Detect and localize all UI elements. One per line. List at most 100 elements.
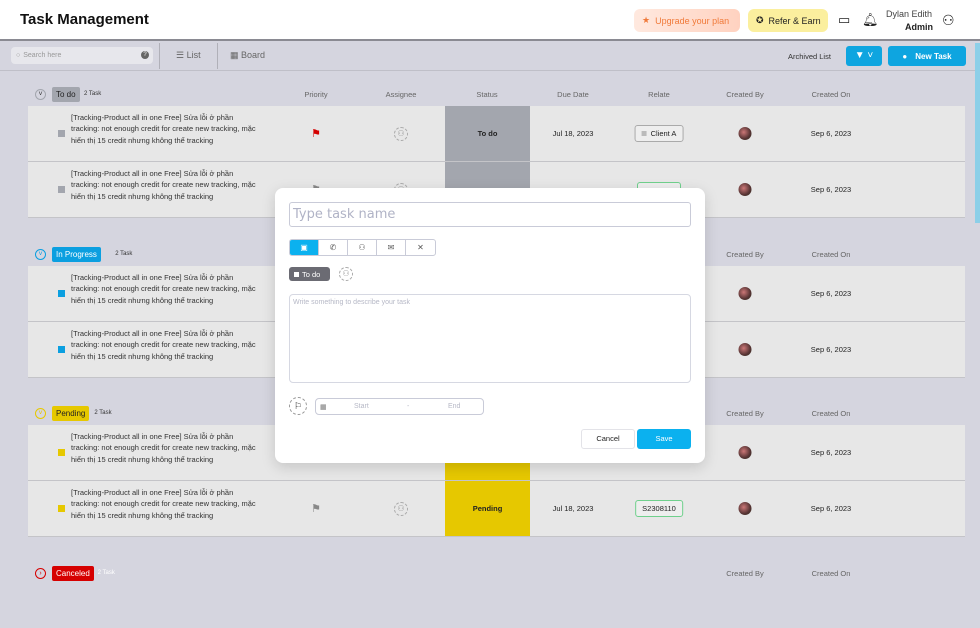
relate-cell: S2308110 [635,481,683,536]
created-by-cell [738,322,752,377]
archived-list-link[interactable]: Archived List [788,52,831,61]
scrollbar[interactable] [975,43,980,223]
column-header-created_by[interactable]: Created By [726,409,764,418]
created-on: Sep 6, 2023 [810,185,852,194]
status-square-icon [58,449,65,456]
column-header-status[interactable]: Status [476,90,498,99]
column-header-priority[interactable]: Priority [304,90,328,99]
tab-board-label: Board [241,50,266,60]
date-range-input[interactable]: ▦ Start - End [315,398,484,415]
task-count: 2 Task [97,570,115,576]
task-count: 2 Task [94,410,112,416]
tab-list[interactable]: ☰ List [176,50,201,60]
filter-button[interactable]: ▼ ˅ [846,46,882,66]
end-date[interactable]: End [448,403,461,410]
description-input[interactable]: Write something to describe your task [289,294,691,383]
created-by-cell [738,425,752,480]
column-header-assignee[interactable]: Assignee [385,90,417,99]
cancel-button[interactable]: Cancel [581,429,635,449]
section-badge: In Progress [52,247,101,262]
section-badge: Pending [52,406,90,421]
assignee-icon[interactable]: ⚇ [394,126,408,141]
avatar[interactable] [738,343,752,356]
column-header-created_on[interactable]: Created On [811,250,851,259]
upgrade-button[interactable]: ★ Upgrade your plan [634,9,740,32]
section-header: › Canceled 2 Task Created By Created On [28,566,965,581]
priority-flag-icon[interactable]: ⚑ [311,128,321,140]
column-header-created_by[interactable]: Created By [726,90,764,99]
column-header-created_on[interactable]: Created On [811,90,851,99]
task-title[interactable]: [Tracking-Product all in one Free] Sửa l… [71,169,256,201]
tab-board[interactable]: ▦ Board [230,50,266,60]
assignee-cell: ⚇ [394,481,408,536]
task-title[interactable]: [Tracking-Product all in one Free] Sửa l… [71,273,256,305]
priority-flag-icon[interactable]: ⚑ [311,503,321,515]
collapse-toggle-icon[interactable]: ˅ [35,408,46,419]
task-count: 2 Task [84,91,102,97]
created-on: Sep 6, 2023 [810,448,852,457]
column-header-due[interactable]: Due Date [557,90,589,99]
date-separator: - [407,403,410,410]
status-cell[interactable]: Pending [445,481,530,536]
search-input[interactable]: ○ Search here? [11,47,153,64]
section-canceled: › Canceled 2 Task Created By Created On [28,566,965,585]
avatar[interactable] [738,502,752,515]
task-count: 2 Task [115,251,133,257]
upgrade-label: Upgrade your plan [655,15,730,26]
relate-badge[interactable]: S2308110 [635,500,683,517]
column-header-relate[interactable]: Relate [648,90,670,99]
table-row[interactable]: [Tracking-Product all in one Free] Sửa l… [28,481,965,537]
avatar[interactable] [738,446,752,459]
save-button[interactable]: Save [637,429,691,449]
collapse-toggle-icon[interactable]: ˅ [35,249,46,260]
help-icon[interactable]: ? [141,51,149,59]
new-task-modal: Type task name ▣ ✆ ⚇ ✉ ✕ To do ⚇ Write s… [275,188,705,463]
new-task-button[interactable]: ● New Task [888,46,966,66]
column-header-created_on[interactable]: Created On [811,569,851,578]
assignee-icon[interactable]: ⚇ [339,267,353,281]
phone-icon[interactable]: ✆ [319,240,348,255]
priority-flag-icon[interactable]: ⚐ [289,397,307,415]
task-title[interactable]: [Tracking-Product all in one Free] Sửa l… [71,329,256,361]
start-date[interactable]: Start [354,403,369,410]
meeting-icon[interactable]: ⚇ [348,240,377,255]
task-icon[interactable]: ▣ [290,240,319,255]
divider [217,43,218,69]
tab-list-label: List [186,50,201,60]
task-title[interactable]: [Tracking-Product all in one Free] Sửa l… [71,432,256,464]
chat-icon[interactable]: ▭ [838,12,851,27]
task-name-input[interactable]: Type task name [289,202,691,227]
collapse-toggle-icon[interactable]: › [35,568,46,579]
task-type-selector: ▣ ✆ ⚇ ✉ ✕ [289,239,436,256]
avatar[interactable] [738,127,752,140]
user-icon[interactable]: ⚇ [942,12,955,28]
bell-icon[interactable]: 🔔︎ [862,12,879,27]
collapse-toggle-icon[interactable]: ˅ [35,89,46,100]
avatar[interactable] [738,287,752,300]
status-cell[interactable]: To do [445,106,530,161]
avatar[interactable] [738,183,752,196]
assignee-icon[interactable]: ⚇ [394,501,408,516]
task-title[interactable]: [Tracking-Product all in one Free] Sửa l… [71,488,256,520]
status-square-icon [58,290,65,297]
tools-icon[interactable]: ✕ [417,243,424,252]
refer-earn-button[interactable]: ✪ Refer & Earn [748,9,828,32]
user-name: Dylan Edith [886,9,933,19]
relate-badge[interactable]: Client A [634,125,684,142]
award-icon: ✪ [756,15,764,25]
table-row[interactable]: [Tracking-Product all in one Free] Sửa l… [28,106,965,162]
column-header-created_by[interactable]: Created By [726,250,764,259]
refer-label: Refer & Earn [768,15,821,26]
user-role: Admin [905,22,933,32]
created-by-cell [738,106,752,161]
tag-icon [641,131,647,136]
toolbar: ○ Search here? ☰ List ▦ Board Archived Li… [0,43,975,71]
column-header-created_on[interactable]: Created On [811,409,851,418]
column-header-created_by[interactable]: Created By [726,569,764,578]
task-title[interactable]: [Tracking-Product all in one Free] Sửa l… [71,113,256,145]
status-square-icon [58,346,65,353]
status-select[interactable]: To do [289,267,330,281]
status-square-icon [58,505,65,512]
star-icon: ★ [642,15,651,25]
email-icon[interactable]: ✉ [377,240,406,255]
